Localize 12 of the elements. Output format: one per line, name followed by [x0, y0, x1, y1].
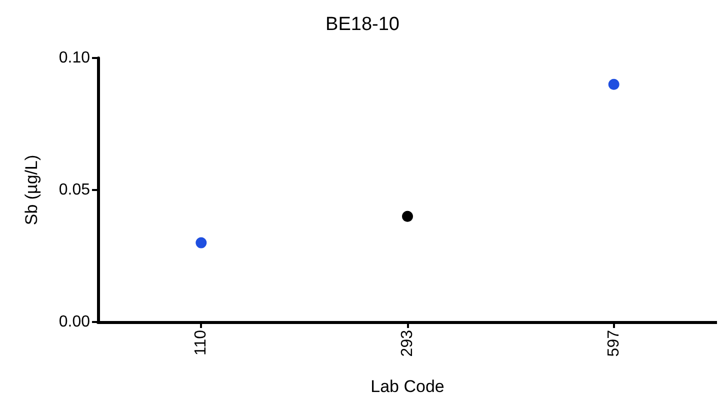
y-tick-label: 0.05 [58, 182, 90, 198]
x-tick-label: 597 [605, 330, 622, 357]
y-tick-label: 0.10 [58, 50, 90, 66]
x-axis-title: Lab Code [370, 377, 444, 396]
point [608, 78, 620, 90]
x-tick-label: 110 [192, 330, 210, 356]
point [196, 237, 207, 248]
y-axis-title: Sb (µg/L) [22, 154, 41, 226]
chart-title: BE18-10 [326, 14, 400, 35]
y-tick-label: 0.00 [58, 314, 90, 330]
x-tick-label: 293 [399, 330, 416, 357]
point [402, 210, 413, 222]
